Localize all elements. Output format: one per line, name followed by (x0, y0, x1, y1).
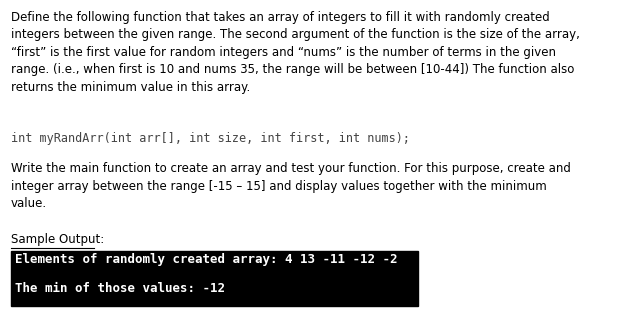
Text: The min of those values: -12: The min of those values: -12 (15, 281, 225, 294)
Text: Define the following function that takes an array of integers to fill it with ra: Define the following function that takes… (11, 11, 580, 94)
Text: Write the main function to create an array and test your function. For this purp: Write the main function to create an arr… (11, 162, 571, 210)
FancyBboxPatch shape (11, 251, 418, 306)
Text: Elements of randomly created array: 4 13 -11 -12 -2: Elements of randomly created array: 4 13… (15, 253, 397, 266)
Text: Sample Output:: Sample Output: (11, 233, 104, 246)
Text: int myRandArr(int arr[], int size, int first, int nums);: int myRandArr(int arr[], int size, int f… (11, 132, 410, 145)
